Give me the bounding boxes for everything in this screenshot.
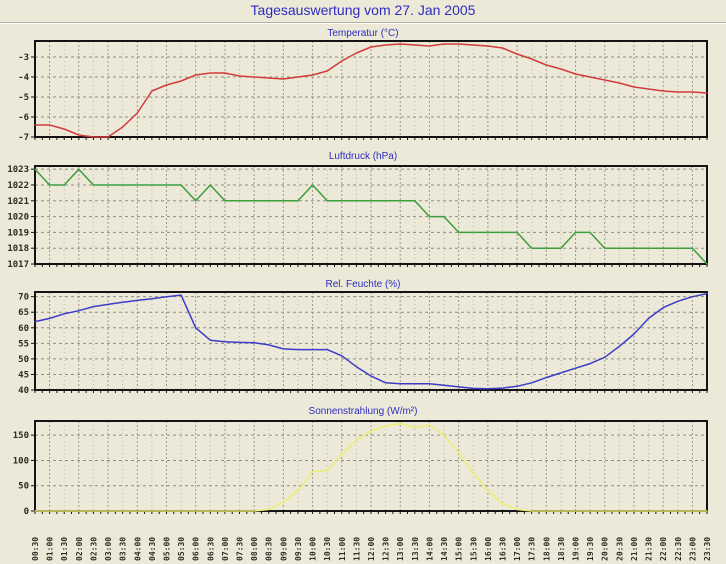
svg-text:12:30: 12:30 <box>382 537 391 561</box>
svg-text:45: 45 <box>18 370 29 380</box>
svg-text:05:30: 05:30 <box>177 537 186 561</box>
svg-text:-5: -5 <box>18 93 29 103</box>
svg-text:14:30: 14:30 <box>440 537 449 561</box>
chart-title-solar-radiation: Sonnenstrahlung (W/m²) <box>308 406 418 417</box>
svg-text:11:30: 11:30 <box>352 537 361 561</box>
svg-text:10:30: 10:30 <box>323 537 332 561</box>
svg-text:-6: -6 <box>18 113 29 123</box>
svg-text:21:00: 21:00 <box>630 537 639 561</box>
svg-text:01:00: 01:00 <box>46 537 55 561</box>
svg-text:60: 60 <box>18 324 29 334</box>
svg-text:150: 150 <box>13 431 29 441</box>
svg-text:40: 40 <box>18 386 29 394</box>
temperature-chart: -3 -4 -5 -6 -7 <box>18 40 708 142</box>
svg-text:07:30: 07:30 <box>236 537 245 561</box>
svg-text:-3: -3 <box>18 53 29 63</box>
svg-text:09:00: 09:00 <box>279 537 288 561</box>
chart-title-temperature: Temperatur (°C) <box>327 28 399 39</box>
svg-text:23:30: 23:30 <box>703 537 712 561</box>
svg-text:21:30: 21:30 <box>645 537 654 561</box>
svg-text:02:00: 02:00 <box>75 537 84 561</box>
svg-text:1019: 1019 <box>7 228 29 238</box>
svg-text:00:30: 00:30 <box>31 537 40 561</box>
svg-text:15:30: 15:30 <box>469 537 478 561</box>
svg-text:06:00: 06:00 <box>192 537 201 561</box>
svg-text:10:00: 10:00 <box>309 537 318 561</box>
svg-text:16:30: 16:30 <box>499 537 508 561</box>
svg-text:19:00: 19:00 <box>572 537 581 561</box>
svg-text:-4: -4 <box>18 73 29 83</box>
pressure-chart: 1023 1022 1021 1020 1019 1018 1017 <box>7 165 708 268</box>
svg-text:1022: 1022 <box>7 181 29 191</box>
svg-text:70: 70 <box>18 293 29 303</box>
svg-text:18:30: 18:30 <box>557 537 566 561</box>
svg-text:16:00: 16:00 <box>484 537 493 561</box>
svg-text:-7: -7 <box>18 133 29 142</box>
svg-text:17:30: 17:30 <box>528 537 537 561</box>
svg-text:50: 50 <box>18 482 29 492</box>
svg-text:1017: 1017 <box>7 260 29 268</box>
svg-text:05:00: 05:00 <box>163 537 172 561</box>
svg-text:19:30: 19:30 <box>586 537 595 561</box>
svg-text:13:30: 13:30 <box>411 537 420 561</box>
svg-text:09:30: 09:30 <box>294 537 303 561</box>
chart-title-pressure: Luftdruck (hPa) <box>328 151 398 162</box>
svg-text:08:30: 08:30 <box>265 537 274 561</box>
svg-text:0: 0 <box>24 507 29 514</box>
svg-text:04:30: 04:30 <box>148 537 157 561</box>
svg-text:22:00: 22:00 <box>659 537 668 561</box>
svg-text:20:00: 20:00 <box>601 537 610 561</box>
svg-text:07:00: 07:00 <box>221 537 230 561</box>
svg-text:17:00: 17:00 <box>513 537 522 561</box>
svg-text:04:00: 04:00 <box>133 537 142 561</box>
svg-text:1020: 1020 <box>7 213 29 223</box>
svg-text:08:00: 08:00 <box>250 537 259 561</box>
svg-text:06:30: 06:30 <box>206 537 215 561</box>
x-axis-time-labels: 00:30 01:00 01:30 02:00 02:30 03:00 03:30 04:00… <box>31 537 712 561</box>
svg-text:03:00: 03:00 <box>104 537 113 561</box>
svg-text:1018: 1018 <box>7 244 29 254</box>
svg-text:50: 50 <box>18 355 29 365</box>
svg-text:01:30: 01:30 <box>60 537 69 561</box>
svg-text:22:30: 22:30 <box>674 537 683 561</box>
svg-text:13:00: 13:00 <box>396 537 405 561</box>
page-title: Tagesauswertung vom 27. Jan 2005 <box>250 2 476 18</box>
svg-text:20:30: 20:30 <box>615 537 624 561</box>
svg-text:03:30: 03:30 <box>119 537 128 561</box>
chart-title-humidity: Rel. Feuchte (%) <box>325 279 401 290</box>
svg-text:100: 100 <box>13 456 29 466</box>
svg-text:11:00: 11:00 <box>338 537 347 561</box>
svg-text:18:00: 18:00 <box>542 537 551 561</box>
humidity-chart: 70 65 60 55 50 45 40 <box>18 291 708 394</box>
solar-radiation-chart: 150 100 50 0 <box>13 420 708 514</box>
svg-text:02:30: 02:30 <box>89 537 98 561</box>
svg-text:1021: 1021 <box>7 197 29 207</box>
svg-text:15:00: 15:00 <box>455 537 464 561</box>
svg-text:23:00: 23:00 <box>688 537 697 561</box>
svg-text:12:00: 12:00 <box>367 537 376 561</box>
svg-text:14:00: 14:00 <box>425 537 434 561</box>
svg-text:65: 65 <box>18 308 29 318</box>
svg-text:1023: 1023 <box>7 165 29 175</box>
svg-text:55: 55 <box>18 339 29 349</box>
title-divider <box>0 22 726 24</box>
